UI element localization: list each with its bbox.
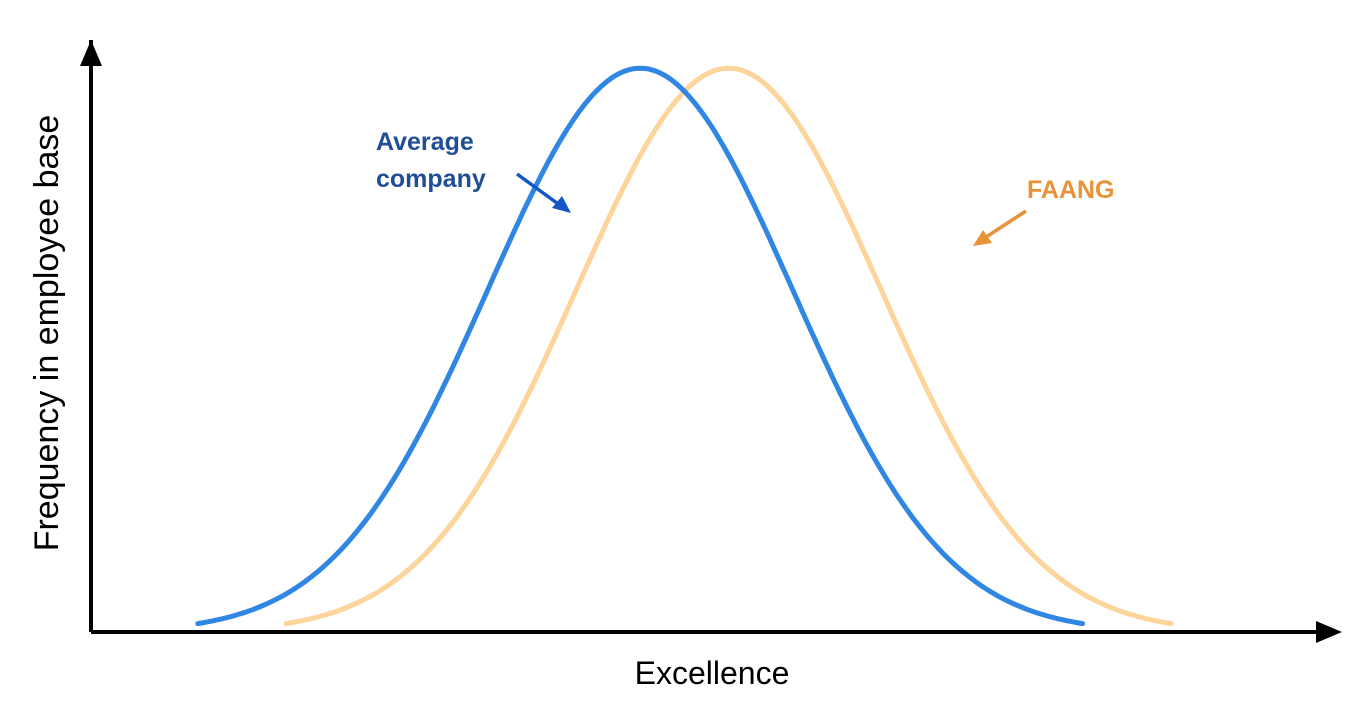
series-line-faang — [283, 65, 1174, 627]
annotation-average-company-line2: company — [376, 165, 486, 193]
series-line-average-company — [195, 65, 1086, 627]
annotation-faang-label: FAANG — [1027, 176, 1115, 204]
x-axis-label: Excellence — [635, 655, 790, 691]
y-axis-arrowhead — [80, 40, 102, 66]
y-axis-label: Frequency in employee base — [28, 115, 66, 552]
annotation-average-company-arrow — [515, 172, 571, 213]
x-axis-arrowhead — [1316, 621, 1342, 643]
annotation-average-company-line1: Average — [376, 128, 474, 156]
annotation-faang-arrow — [973, 209, 1027, 246]
